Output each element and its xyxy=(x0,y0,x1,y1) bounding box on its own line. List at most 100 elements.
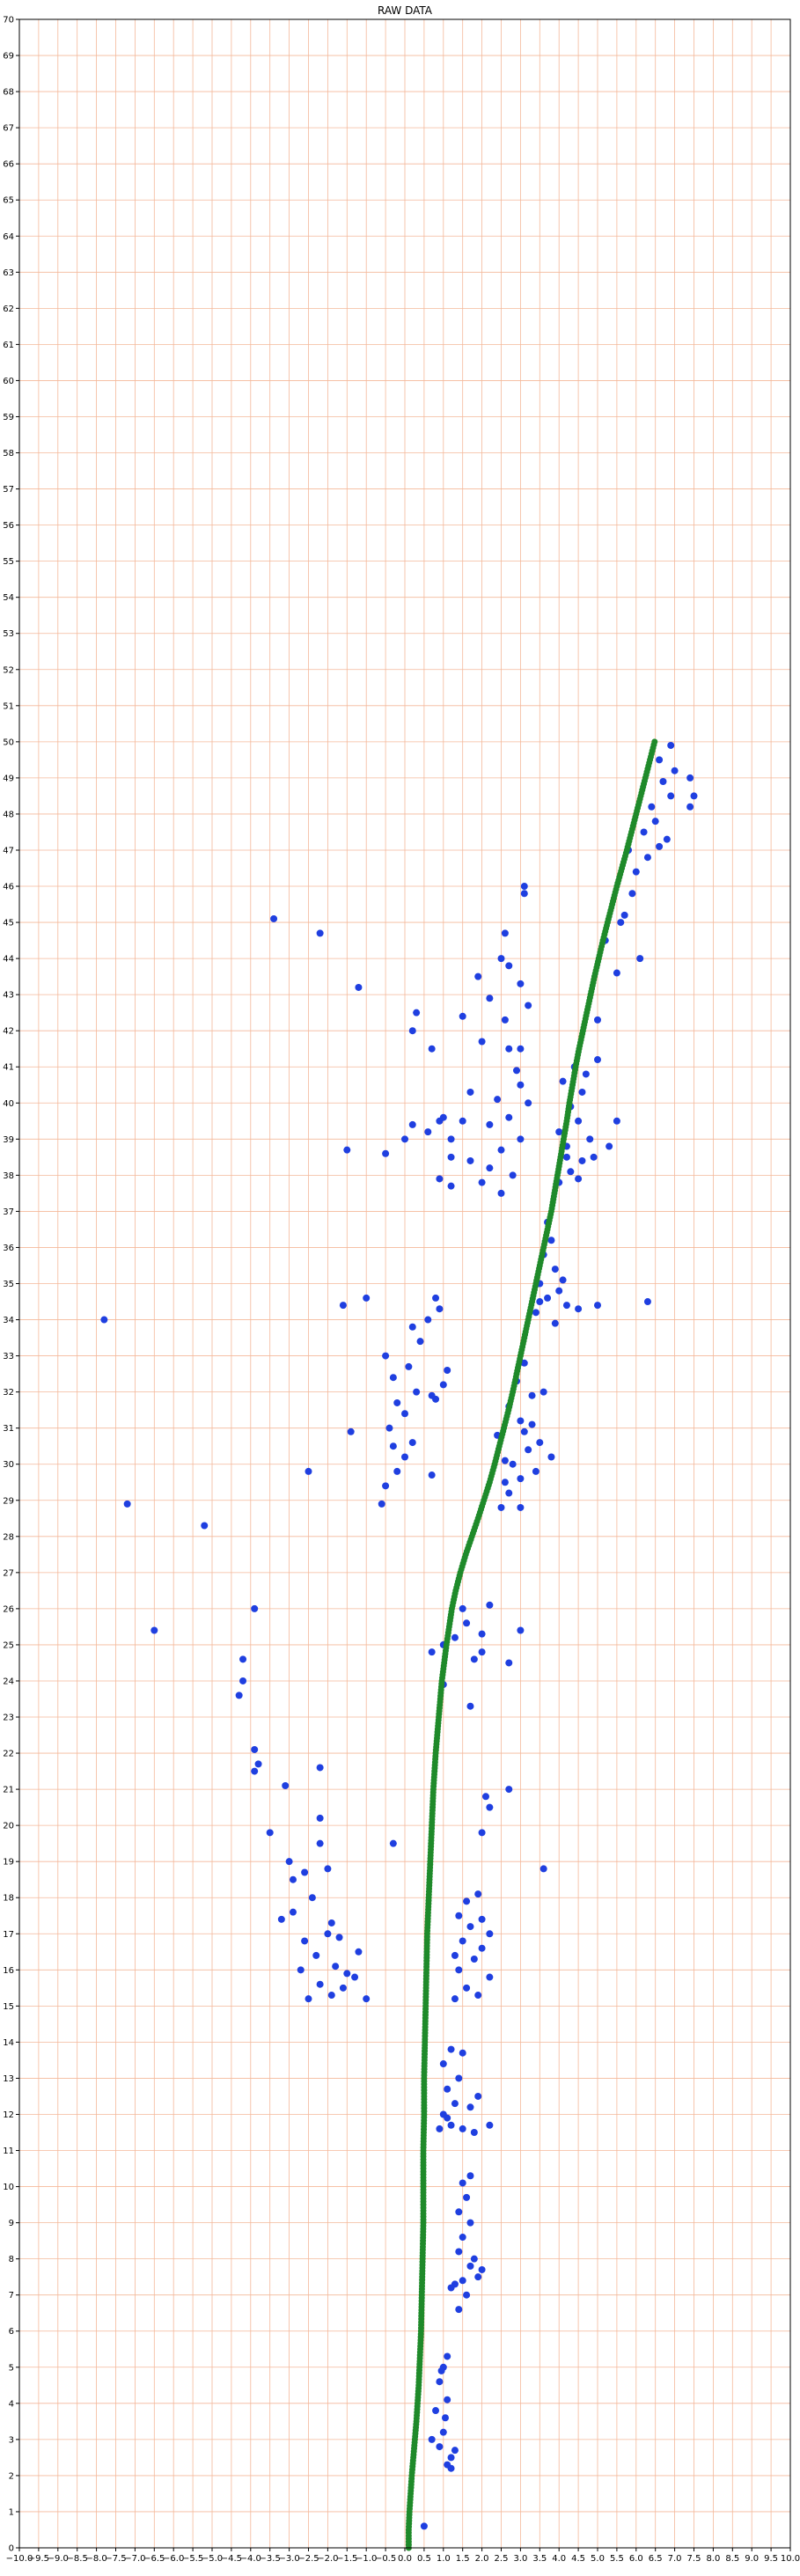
x-tick-label: 9.0 xyxy=(745,2554,759,2564)
data-point-series-a xyxy=(459,1117,466,1125)
data-point-series-a xyxy=(528,1391,536,1399)
data-point-series-a xyxy=(428,1045,436,1053)
data-point-series-a xyxy=(517,1626,525,1634)
data-point-series-a xyxy=(617,919,625,927)
data-point-series-a xyxy=(478,1178,486,1186)
x-tick-label: −6.0 xyxy=(163,2554,184,2564)
y-tick-label: 5 xyxy=(9,2363,14,2373)
data-point-series-a xyxy=(517,1081,525,1089)
y-tick-label: 23 xyxy=(3,1714,14,1723)
data-point-series-a xyxy=(594,1056,601,1064)
y-axis-ticks: 0123456789101112131415161718192021222324… xyxy=(3,16,19,2554)
data-point-series-a xyxy=(451,1633,459,1641)
x-tick-label: 9.5 xyxy=(764,2554,778,2564)
y-tick-label: 40 xyxy=(3,1099,14,1109)
data-point-series-a xyxy=(575,1117,583,1125)
y-tick-label: 19 xyxy=(3,1858,14,1868)
y-tick-label: 43 xyxy=(3,991,14,1001)
data-point-series-a xyxy=(578,1088,586,1096)
data-point-series-a xyxy=(463,2193,471,2201)
data-point-series-a xyxy=(408,1027,416,1035)
x-tick-label: 4.5 xyxy=(571,2554,585,2564)
data-point-series-a xyxy=(455,2208,463,2216)
data-point-series-a xyxy=(447,2454,455,2462)
x-tick-label: −10.0 xyxy=(6,2554,33,2564)
data-point-series-a xyxy=(686,774,694,782)
data-point-series-a xyxy=(413,1009,421,1016)
y-tick-label: 66 xyxy=(3,160,14,170)
y-tick-label: 64 xyxy=(3,232,14,242)
data-point-series-a xyxy=(455,1912,463,1919)
data-point-series-a xyxy=(432,2407,440,2415)
data-point-series-a xyxy=(528,1420,536,1428)
data-point-series-a xyxy=(363,1995,371,2003)
data-point-series-a xyxy=(254,1760,262,1768)
data-point-series-a xyxy=(520,883,528,891)
data-point-series-a xyxy=(663,835,671,843)
data-point-series-a xyxy=(451,1995,459,2003)
data-point-series-a xyxy=(620,911,628,919)
data-point-series-a xyxy=(667,741,675,749)
data-point-series-a xyxy=(606,1142,613,1150)
data-point-series-a xyxy=(447,2284,455,2292)
data-point-series-a xyxy=(436,1305,444,1313)
y-tick-label: 27 xyxy=(3,1568,14,1578)
y-tick-label: 34 xyxy=(3,1316,14,1325)
y-tick-label: 62 xyxy=(3,305,14,314)
x-tick-label: −0.5 xyxy=(375,2554,396,2564)
data-point-series-a xyxy=(277,1915,285,1923)
data-point-series-a xyxy=(463,1619,471,1627)
data-point-series-a xyxy=(459,2125,466,2132)
data-point-series-a xyxy=(428,1391,436,1399)
data-point-series-a xyxy=(551,1319,559,1327)
x-tick-label: 2.5 xyxy=(495,2554,509,2564)
y-tick-label: 37 xyxy=(3,1207,14,1217)
y-tick-label: 20 xyxy=(3,1822,14,1831)
y-tick-label: 38 xyxy=(3,1171,14,1181)
data-point-series-a xyxy=(582,1070,590,1078)
data-point-series-a xyxy=(632,868,640,876)
y-tick-label: 42 xyxy=(3,1027,14,1037)
y-tick-label: 46 xyxy=(3,883,14,892)
data-point-series-a xyxy=(439,2060,447,2068)
y-tick-label: 52 xyxy=(3,665,14,675)
x-tick-label: −9.0 xyxy=(48,2554,69,2564)
x-tick-label: −9.5 xyxy=(28,2554,49,2564)
data-point-series-a xyxy=(656,842,664,850)
data-point-series-a xyxy=(447,1182,455,1190)
data-point-series-a xyxy=(575,1175,583,1183)
data-point-series-a xyxy=(285,1858,293,1866)
series-b-points xyxy=(405,738,658,2551)
data-point-series-a xyxy=(459,1937,466,1945)
data-point-series-a xyxy=(289,1875,297,1883)
data-point-series-a xyxy=(525,1002,532,1009)
series-a-points xyxy=(100,741,698,2530)
y-tick-label: 49 xyxy=(3,774,14,783)
y-tick-label: 31 xyxy=(3,1424,14,1434)
data-point-series-a xyxy=(420,2522,428,2530)
data-point-series-a xyxy=(474,2092,482,2100)
x-tick-label: 5.0 xyxy=(591,2554,605,2564)
y-tick-label: 55 xyxy=(3,557,14,567)
data-point-series-a xyxy=(594,1302,601,1310)
data-point-series-a xyxy=(613,1117,620,1125)
data-point-series-a xyxy=(428,1471,436,1479)
y-tick-label: 60 xyxy=(3,377,14,386)
y-tick-label: 11 xyxy=(3,2147,14,2156)
x-tick-label: 8.0 xyxy=(706,2554,720,2564)
x-tick-label: −8.0 xyxy=(85,2554,106,2564)
data-point-series-a xyxy=(505,1659,513,1667)
x-tick-label: −2.0 xyxy=(317,2554,338,2564)
x-tick-label: 6.0 xyxy=(629,2554,643,2564)
x-tick-label: −8.5 xyxy=(67,2554,88,2564)
y-tick-label: 24 xyxy=(3,1677,14,1686)
data-point-series-a xyxy=(343,1970,351,1978)
y-tick-label: 44 xyxy=(3,955,14,965)
data-point-series-a xyxy=(497,1189,505,1197)
data-point-series-a xyxy=(305,1995,312,2003)
data-point-series-a xyxy=(466,1088,474,1096)
data-point-series-a xyxy=(416,1338,424,1346)
x-tick-label: 0.5 xyxy=(417,2554,431,2564)
y-tick-label: 45 xyxy=(3,919,14,928)
data-point-series-a xyxy=(451,2447,459,2455)
